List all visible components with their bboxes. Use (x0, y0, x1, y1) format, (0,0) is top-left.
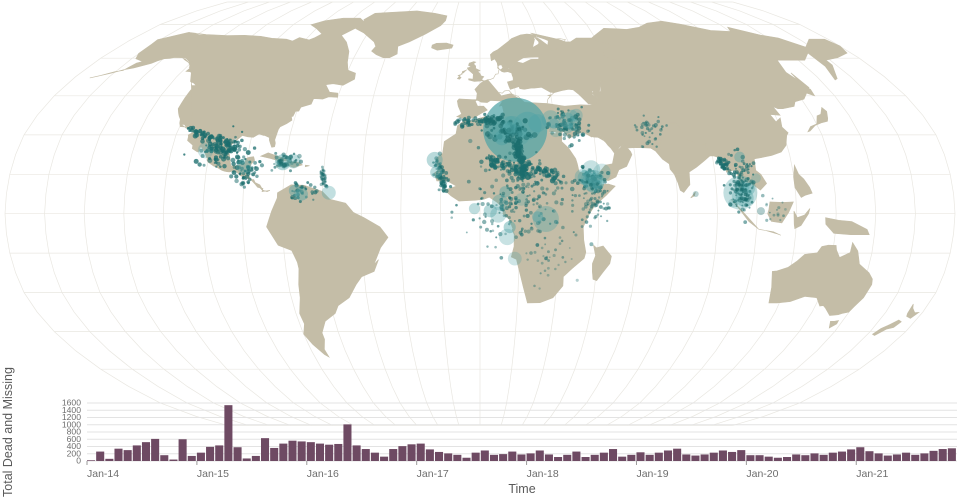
svg-text:1600: 1600 (62, 398, 81, 408)
svg-text:Time: Time (508, 482, 535, 496)
svg-text:Jan-20: Jan-20 (746, 468, 778, 480)
svg-text:Jan-16: Jan-16 (307, 468, 339, 480)
svg-text:Jan-21: Jan-21 (856, 468, 888, 480)
svg-text:Jan-17: Jan-17 (417, 468, 449, 480)
svg-text:Jan-14: Jan-14 (87, 468, 119, 480)
svg-text:Jan-19: Jan-19 (636, 468, 668, 480)
svg-text:Jan-15: Jan-15 (197, 468, 229, 480)
svg-text:Jan-18: Jan-18 (527, 468, 559, 480)
svg-text:Total Dead and Missing: Total Dead and Missing (1, 367, 15, 497)
